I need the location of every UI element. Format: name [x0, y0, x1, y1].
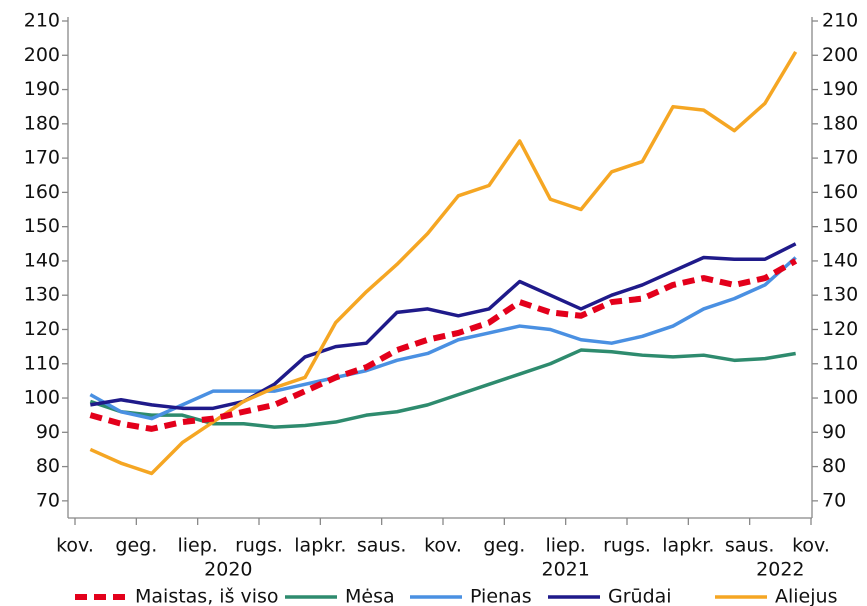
year-label: 2022 [756, 559, 804, 581]
series-line [90, 242, 797, 411]
x-tick-label: kov. [56, 535, 94, 557]
y-tick-label: 130 [24, 284, 60, 306]
y2-tick-label: 160 [822, 181, 858, 203]
y2-tick-label: 210 [822, 10, 858, 32]
y-tick-label: 180 [24, 112, 60, 134]
legend-label: Aliejus [775, 586, 837, 606]
y-tick-label: 190 [24, 78, 60, 100]
legend-label: Grūdai [608, 586, 672, 606]
x-tick-label: lapkr. [294, 535, 346, 557]
y2-tick-label: 200 [822, 44, 858, 66]
series-line [89, 258, 798, 432]
x-tick-label: saus. [725, 535, 775, 557]
x-tick-label: saus. [357, 535, 407, 557]
series-line [89, 348, 796, 429]
y2-tick-label: 140 [822, 249, 858, 271]
y-tick-label: 90 [36, 421, 60, 443]
y-tick-label: 140 [24, 249, 60, 271]
y2-tick-label: 120 [822, 318, 858, 340]
x-tick-label: rugs. [603, 535, 651, 557]
y-tick-label: 160 [24, 181, 60, 203]
y2-tick-label: 180 [822, 112, 858, 134]
year-label: 2021 [541, 559, 589, 581]
y2-tick-label: 130 [822, 284, 858, 306]
y-tick-label: 110 [24, 352, 60, 374]
y-tick-label: 150 [24, 215, 60, 237]
y-tick-label: 80 [36, 455, 60, 477]
y2-tick-label: 110 [822, 352, 858, 374]
x-tick-label: kov. [792, 535, 830, 557]
y-tick-label: 100 [24, 387, 60, 409]
y-tick-label: 70 [36, 489, 60, 511]
x-tick-label: liep. [545, 535, 585, 557]
y2-tick-label: 100 [822, 387, 858, 409]
y2-tick-label: 90 [822, 421, 846, 443]
x-tick-label: lapkr. [662, 535, 714, 557]
year-label: 2020 [204, 559, 252, 581]
x-tick-label: rugs. [235, 535, 283, 557]
legend-label: Maistas, iš viso [135, 586, 279, 606]
x-tick-label: geg. [483, 535, 525, 557]
legend-label: Mėsa [345, 586, 395, 606]
y2-tick-label: 80 [822, 455, 846, 477]
x-tick-label: geg. [115, 535, 157, 557]
y2-tick-label: 150 [822, 215, 858, 237]
x-tick-label: kov. [424, 535, 462, 557]
y2-tick-label: 70 [822, 489, 846, 511]
y2-tick-label: 170 [822, 147, 858, 169]
y2-tick-label: 190 [822, 78, 858, 100]
y-tick-label: 170 [24, 147, 60, 169]
x-tick-label: liep. [177, 535, 217, 557]
y-tick-label: 120 [24, 318, 60, 340]
y-tick-label: 210 [24, 10, 60, 32]
legend-label: Pienas [470, 586, 532, 606]
series-line [89, 256, 797, 421]
series-line [89, 50, 798, 476]
y-tick-label: 200 [24, 44, 60, 66]
